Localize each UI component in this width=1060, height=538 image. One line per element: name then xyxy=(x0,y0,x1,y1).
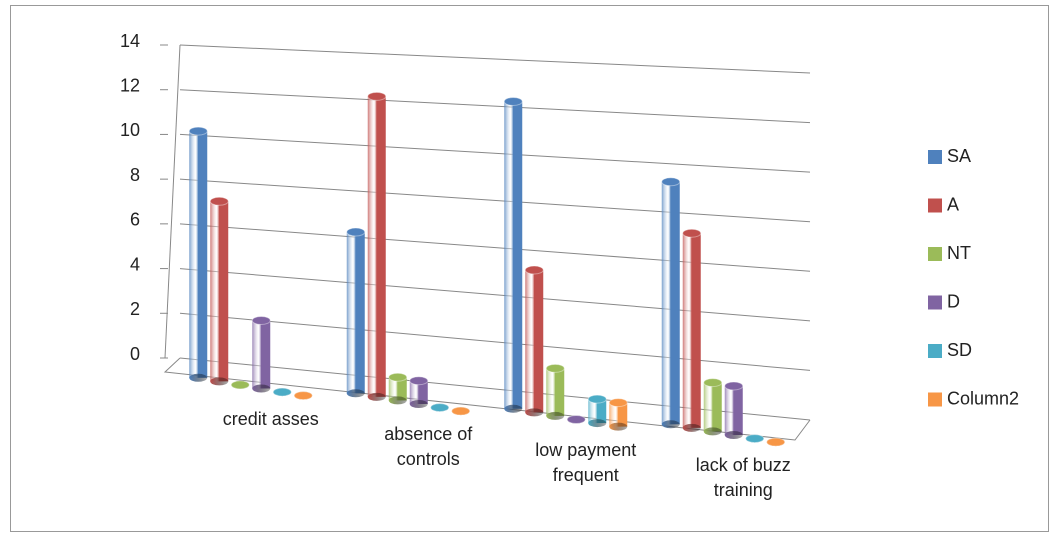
legend-label: Column2 xyxy=(947,388,1019,408)
x-tick-label: credit asses xyxy=(222,408,319,429)
y-tick-label: 14 xyxy=(120,31,140,51)
bar xyxy=(766,437,786,447)
legend-swatch xyxy=(928,295,942,310)
y-tick-label: 12 xyxy=(120,75,140,95)
legend-label: D xyxy=(947,291,960,311)
y-tick-label: 6 xyxy=(130,210,140,230)
legend-label: SD xyxy=(947,340,972,360)
y-tick-label: 2 xyxy=(130,299,140,319)
bar xyxy=(346,227,366,398)
x-tick-label: lack of buzz training xyxy=(695,455,791,501)
bar xyxy=(682,228,702,432)
bar xyxy=(587,394,607,428)
grid-line xyxy=(179,312,811,371)
bar xyxy=(661,177,681,429)
legend-swatch xyxy=(928,344,942,358)
grid-line xyxy=(179,89,811,124)
grid-line xyxy=(179,223,811,272)
bar xyxy=(209,196,229,386)
legend-label: NT xyxy=(947,243,971,263)
bar xyxy=(566,414,586,424)
legend-swatch xyxy=(928,198,942,213)
grid-line xyxy=(179,133,811,173)
bar xyxy=(503,96,523,413)
bar xyxy=(230,380,250,390)
y-tick-label: 8 xyxy=(130,165,140,185)
bar xyxy=(703,378,723,436)
bar xyxy=(451,406,471,416)
bar xyxy=(724,381,744,439)
legend-swatch xyxy=(928,150,942,164)
x-tick-label: low payment frequent xyxy=(535,439,637,485)
bar xyxy=(430,403,450,413)
bar xyxy=(388,372,408,405)
x-tick-label: absence of controls xyxy=(384,424,473,470)
bar xyxy=(367,91,387,401)
bar xyxy=(251,315,271,393)
bar xyxy=(293,391,313,401)
legend-swatch xyxy=(928,392,942,407)
y-tick-label: 4 xyxy=(130,254,140,274)
y-tick-label: 0 xyxy=(130,344,140,364)
legend-label: SA xyxy=(947,146,971,166)
bar xyxy=(409,376,429,408)
y-tick-label: 10 xyxy=(120,120,140,140)
bar xyxy=(272,387,292,397)
grid-line xyxy=(179,268,811,322)
bar xyxy=(545,363,565,420)
bar xyxy=(608,398,628,431)
bar xyxy=(524,265,544,417)
bar xyxy=(745,434,765,444)
legend-swatch xyxy=(928,247,942,261)
grid-line xyxy=(179,44,811,74)
bar xyxy=(188,126,208,382)
y-axis xyxy=(164,44,181,359)
grid-line xyxy=(179,178,811,223)
floor xyxy=(163,357,811,441)
legend-label: A xyxy=(947,194,959,214)
